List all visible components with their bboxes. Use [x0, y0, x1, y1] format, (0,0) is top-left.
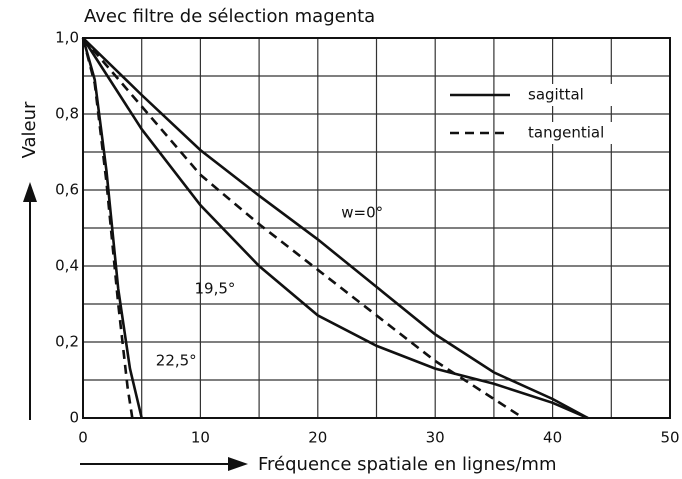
plot-frame [82, 37, 671, 419]
y-tick-label: 0,2 [55, 333, 79, 351]
y-tick-label: 0,6 [55, 181, 79, 199]
legend-label: sagittal [528, 86, 584, 104]
x-tick-label: 30 [426, 429, 445, 447]
legend-label: tangential [528, 124, 604, 142]
x-tick-label: 0 [78, 429, 88, 447]
x-tick-label: 20 [308, 429, 327, 447]
x-tick-label: 50 [660, 429, 679, 447]
curve [82, 37, 589, 420]
y-tick-label: 0 [69, 409, 79, 427]
annotation: 22,5° [156, 352, 197, 370]
curve [81, 37, 589, 420]
y-tick-label: 1,0 [55, 29, 79, 47]
x-tick-label: 40 [543, 429, 562, 447]
curve [82, 37, 524, 420]
x-tick-label: 10 [191, 429, 210, 447]
chart-title: Avec filtre de sélection magenta [84, 6, 375, 27]
x-arrow-head [228, 457, 248, 471]
annotation: w=0° [341, 203, 383, 221]
annotation: 19,5° [195, 279, 236, 297]
legend-bg [520, 122, 640, 144]
y-tick-label: 0,4 [55, 257, 79, 275]
legend-bg [520, 84, 640, 106]
y-axis-label: Valeur [19, 101, 40, 158]
y-arrow-head [23, 182, 37, 202]
x-axis-label: Fréquence spatiale en lignes/mm [258, 454, 556, 475]
y-tick-label: 0,8 [55, 105, 79, 123]
